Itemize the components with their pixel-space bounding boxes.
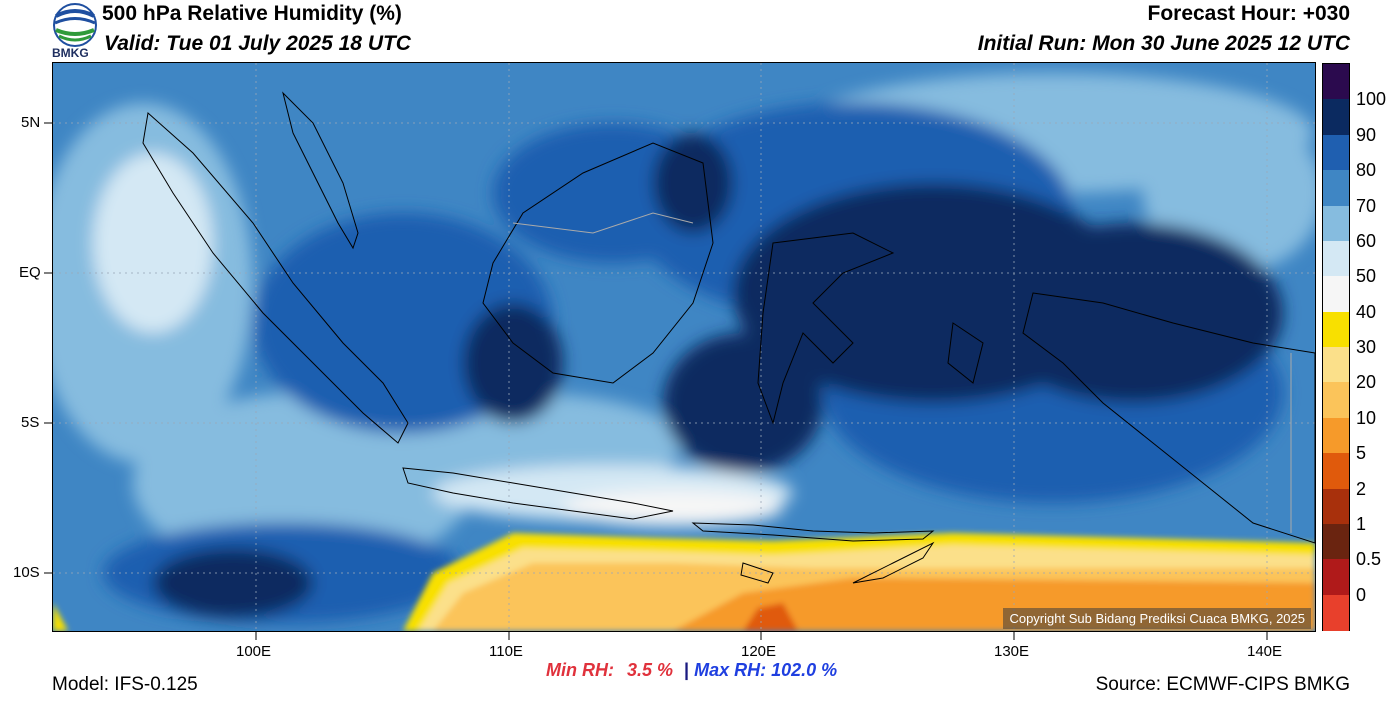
colorbar-label: 2 (1356, 478, 1367, 499)
colorbar-segment (1323, 99, 1349, 136)
colorbar-label: 5 (1356, 443, 1367, 464)
min-rh-label: Min RH: (546, 660, 614, 680)
timor-coast (852, 541, 935, 584)
colorbar-segment (1323, 453, 1349, 489)
colorbar-segment (1323, 523, 1349, 560)
lat-ticks (44, 122, 52, 574)
colorbar-segment (1323, 488, 1349, 525)
nusa-tenggara-coast (691, 522, 935, 542)
humidity-field (53, 63, 1315, 631)
model-label: Model: IFS-0.125 (52, 674, 198, 695)
colorbar-label: 70 (1356, 195, 1377, 216)
malay-peninsula-coast (282, 91, 359, 250)
java-coast (402, 467, 674, 520)
lon-label: 110E (489, 643, 523, 660)
lat-label: EQ (19, 264, 41, 281)
colorbar-segment (1323, 276, 1349, 313)
bmkg-logo-icon (53, 3, 97, 47)
initial-run: Initial Run: Mon 30 June 2025 12 UTC (977, 32, 1350, 55)
map-title: 500 hPa Relative Humidity (%) (102, 2, 402, 25)
maluku-coast (947, 322, 984, 384)
lat-label: 5N (21, 114, 41, 131)
max-rh-value: 102.0 % (771, 660, 838, 680)
colorbar-segment (1323, 240, 1349, 277)
colorbar-label: 90 (1356, 124, 1377, 145)
sumbawa-island (740, 562, 774, 584)
colorbar-segment (1323, 594, 1349, 631)
colorbar-label: 0 (1356, 584, 1367, 605)
forecast-hour: Forecast Hour: +030 (1147, 2, 1351, 25)
logo-text: BMKG (52, 46, 89, 60)
lat-label: 5S (21, 414, 40, 431)
max-rh-label: Max RH: (694, 660, 767, 680)
colorbar-label: 100 (1356, 89, 1387, 110)
colorbar-label: 20 (1356, 372, 1377, 393)
colorbar-segment (1323, 382, 1349, 419)
colorbar-segment (1323, 134, 1349, 171)
source-label: Source: ECMWF-CIPS BMKG (1095, 674, 1350, 695)
sumatra-coast (142, 112, 409, 444)
colorbar-label: 10 (1356, 407, 1377, 428)
colorbar-label: 0.5 (1356, 549, 1382, 570)
min-max-readout: Min RH: 3.5 % | Max RH: 102.0 % (546, 660, 837, 681)
boundary-borneo (512, 212, 694, 234)
colorbar-label: 1 (1356, 513, 1367, 534)
colorbar-segment (1323, 170, 1349, 206)
valid-time: Valid: Tue 01 July 2025 18 UTC (104, 32, 411, 55)
sulawesi-coast (757, 232, 895, 425)
colorbar-label: 60 (1356, 230, 1377, 251)
lon-label: 100E (236, 643, 272, 660)
lon-label: 140E (1247, 643, 1283, 660)
borneo-coast (482, 142, 714, 384)
new-guinea-coast (1022, 292, 1315, 544)
colorbar-segment (1323, 417, 1349, 454)
lon-label: 120E (741, 643, 777, 660)
colorbar-label: 30 (1356, 337, 1377, 357)
colorbar-segment (1323, 311, 1349, 348)
lon-ticks (255, 632, 1268, 640)
colorbar-segment (1323, 347, 1349, 383)
colorbar-segment (1323, 559, 1349, 596)
colorbar-label: 80 (1356, 160, 1377, 181)
colorbar (1322, 63, 1350, 631)
colorbar-segment (1323, 205, 1349, 242)
colorbar-label: 40 (1356, 301, 1377, 322)
min-rh-value: 3.5 % (627, 660, 674, 680)
lat-label: 10S (13, 564, 40, 581)
colorbar-segment (1323, 64, 1349, 100)
bmkg-logo: BMKG (52, 2, 98, 60)
separator: | (684, 660, 690, 680)
colorbar-label: 50 (1356, 266, 1377, 287)
humidity-map: Copyright Sub Bidang Prediksi Cuaca BMKG… (52, 62, 1316, 632)
lon-label: 130E (994, 643, 1030, 660)
copyright-notice: Copyright Sub Bidang Prediksi Cuaca BMKG… (1003, 608, 1311, 629)
